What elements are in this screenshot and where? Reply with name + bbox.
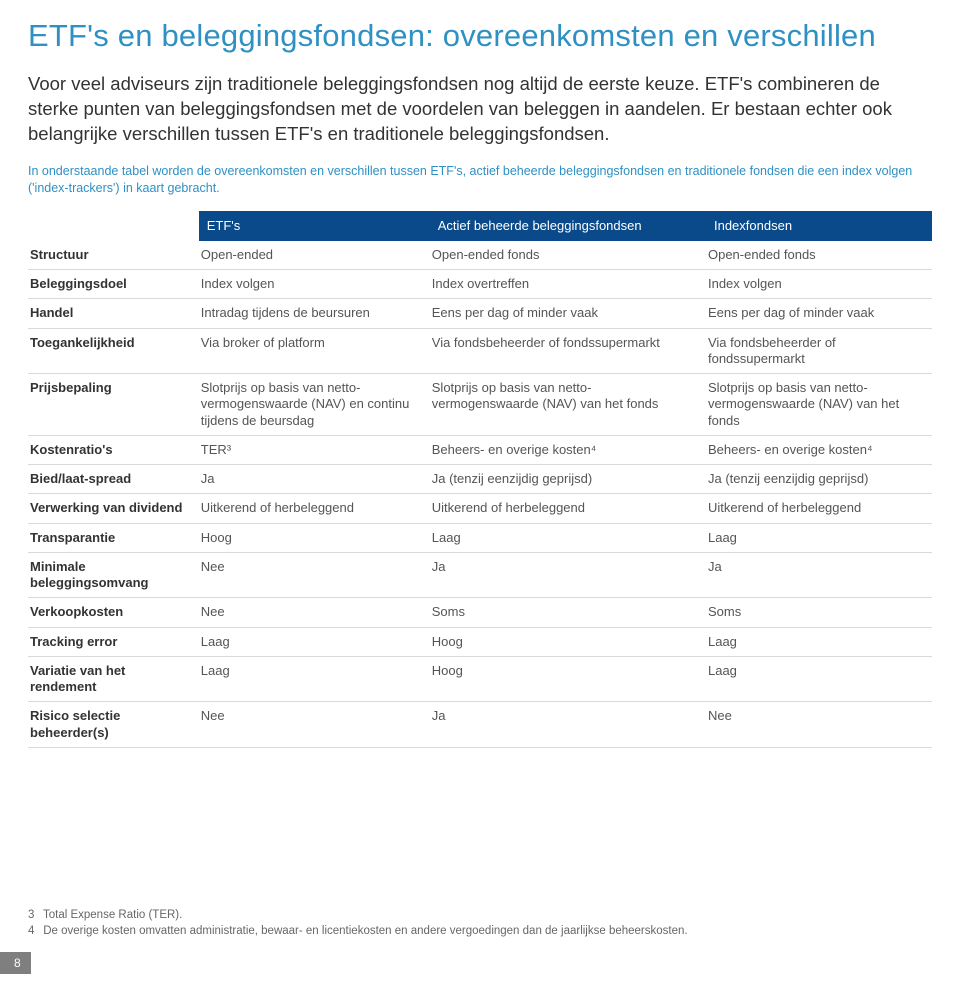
footnotes: 3 Total Expense Ratio (TER).4 De overige… [28, 908, 932, 940]
cell: Ja [430, 552, 706, 598]
table-row: VerkoopkostenNeeSomsSoms [28, 598, 932, 627]
cell: Beheers- en overige kosten⁴ [430, 435, 706, 464]
cell: Slotprijs op basis van netto-vermogenswa… [706, 374, 932, 436]
cell: Ja [706, 552, 932, 598]
footnote: 4 De overige kosten omvatten administrat… [28, 924, 932, 940]
cell: Hoog [199, 523, 430, 552]
cell: Nee [199, 598, 430, 627]
cell: Laag [706, 523, 932, 552]
cell: Uitkerend of herbeleggend [199, 494, 430, 523]
comparison-table: ETF's Actief beheerde beleggingsfondsen … [28, 211, 932, 748]
row-label: Tracking error [28, 627, 199, 656]
row-label: Verwerking van dividend [28, 494, 199, 523]
cell: Open-ended fonds [430, 241, 706, 270]
cell: Intradag tijdens de beursuren [199, 299, 430, 328]
cell: Uitkerend of herbeleggend [706, 494, 932, 523]
cell: Nee [199, 702, 430, 748]
page-number-badge: 8 [0, 952, 31, 974]
cell: Ja (tenzij eenzijdig geprijsd) [706, 465, 932, 494]
cell: Beheers- en overige kosten⁴ [706, 435, 932, 464]
cell: Index volgen [199, 270, 430, 299]
cell: Laag [706, 627, 932, 656]
table-row: TransparantieHoogLaagLaag [28, 523, 932, 552]
table-header-col3: Indexfondsen [706, 211, 932, 241]
cell: Hoog [430, 656, 706, 702]
table-caption: In onderstaande tabel worden de overeenk… [28, 163, 928, 197]
row-label: Beleggingsdoel [28, 270, 199, 299]
cell: Ja (tenzij eenzijdig geprijsd) [430, 465, 706, 494]
page: ETF's en beleggingsfondsen: overeenkomst… [0, 0, 960, 974]
cell: Slotprijs op basis van netto-vermogenswa… [430, 374, 706, 436]
cell: Laag [430, 523, 706, 552]
row-label: Kostenratio's [28, 435, 199, 464]
cell: Soms [706, 598, 932, 627]
table-row: Verwerking van dividendUitkerend of herb… [28, 494, 932, 523]
cell: Ja [430, 702, 706, 748]
row-label: Transparantie [28, 523, 199, 552]
cell: Uitkerend of herbeleggend [430, 494, 706, 523]
cell: Soms [430, 598, 706, 627]
table-row: PrijsbepalingSlotprijs op basis van nett… [28, 374, 932, 436]
row-label: Structuur [28, 241, 199, 270]
cell: Via fondsbeheerder of fondssupermarkt [430, 328, 706, 374]
table-header-col2: Actief beheerde beleggingsfondsen [430, 211, 706, 241]
table-row: StructuurOpen-endedOpen-ended fondsOpen-… [28, 241, 932, 270]
cell: Nee [199, 552, 430, 598]
cell: Ja [199, 465, 430, 494]
cell: Open-ended [199, 241, 430, 270]
table-row: ToegankelijkheidVia broker of platformVi… [28, 328, 932, 374]
footnote-text: Total Expense Ratio (TER). [40, 909, 182, 921]
cell: Open-ended fonds [706, 241, 932, 270]
cell: Slotprijs op basis van netto-vermogenswa… [199, 374, 430, 436]
cell: Via fondsbeheerder of fondssupermarkt [706, 328, 932, 374]
footnote-text: De overige kosten omvatten administratie… [40, 925, 688, 937]
cell: Laag [199, 656, 430, 702]
cell: Via broker of platform [199, 328, 430, 374]
table-row: Bied/laat-spreadJaJa (tenzij eenzijdig g… [28, 465, 932, 494]
page-number-container: 8 [0, 952, 932, 974]
row-label: Verkoopkosten [28, 598, 199, 627]
table-header-blank [28, 211, 199, 241]
cell: Index overtreffen [430, 270, 706, 299]
row-label: Minimale beleggingsomvang [28, 552, 199, 598]
row-label: Risico selectie beheerder(s) [28, 702, 199, 748]
table-header: ETF's Actief beheerde beleggingsfondsen … [28, 211, 932, 241]
table-row: HandelIntradag tijdens de beursurenEens … [28, 299, 932, 328]
footnote-number: 3 [28, 908, 40, 924]
row-label: Toegankelijkheid [28, 328, 199, 374]
cell: TER³ [199, 435, 430, 464]
cell: Laag [199, 627, 430, 656]
table-row: Kostenratio'sTER³Beheers- en overige kos… [28, 435, 932, 464]
table-row: Minimale beleggingsomvangNeeJaJa [28, 552, 932, 598]
row-label: Bied/laat-spread [28, 465, 199, 494]
row-label: Prijsbepaling [28, 374, 199, 436]
cell: Nee [706, 702, 932, 748]
table-row: Variatie van het rendementLaagHoogLaag [28, 656, 932, 702]
cell: Hoog [430, 627, 706, 656]
cell: Index volgen [706, 270, 932, 299]
table-row: BeleggingsdoelIndex volgenIndex overtref… [28, 270, 932, 299]
table-header-col1: ETF's [199, 211, 430, 241]
footnote: 3 Total Expense Ratio (TER). [28, 908, 932, 924]
table-row: Risico selectie beheerder(s)NeeJaNee [28, 702, 932, 748]
footnote-number: 4 [28, 924, 40, 940]
table-body: StructuurOpen-endedOpen-ended fondsOpen-… [28, 241, 932, 748]
table-row: Tracking errorLaagHoogLaag [28, 627, 932, 656]
row-label: Handel [28, 299, 199, 328]
cell: Laag [706, 656, 932, 702]
page-title: ETF's en beleggingsfondsen: overeenkomst… [28, 18, 932, 54]
cell: Eens per dag of minder vaak [706, 299, 932, 328]
cell: Eens per dag of minder vaak [430, 299, 706, 328]
lead-paragraph: Voor veel adviseurs zijn traditionele be… [28, 72, 928, 147]
row-label: Variatie van het rendement [28, 656, 199, 702]
